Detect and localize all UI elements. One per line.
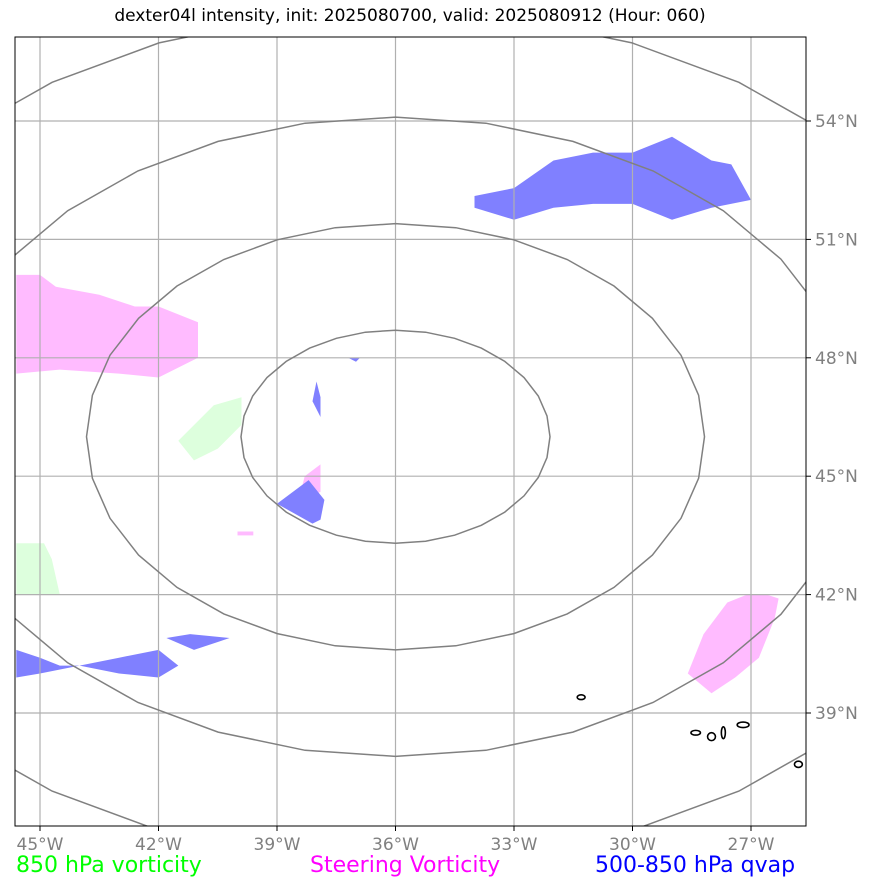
- contour-5: [793, 760, 804, 769]
- field-500-850-hpa-qvap-3: [277, 480, 325, 524]
- shaded-fields: [16, 136, 779, 694]
- x-axis-ticks: 45°W 42°W 39°W 36°W 33°W 30°W 27°W: [17, 826, 775, 855]
- legend-850-vorticity: 850 hPa vorticity: [16, 853, 202, 878]
- plot-frame: [14, 36, 807, 827]
- contour-3: [720, 726, 727, 740]
- range-ring-1: [85, 222, 706, 651]
- range-rings: [15, 37, 806, 826]
- x-tick-label: 39°W: [254, 835, 301, 855]
- field-steering-vorticity-0: [16, 274, 198, 378]
- x-tick-label: 33°W: [491, 835, 538, 855]
- field-500-850-hpa-qvap-2: [348, 357, 360, 362]
- contour-0: [576, 694, 586, 701]
- field-500-850-hpa-qvap-4: [166, 634, 230, 650]
- field-steering-vorticity-3: [237, 531, 254, 536]
- y-tick-label: 51°N: [815, 230, 858, 250]
- y-tick-label: 39°N: [815, 704, 858, 724]
- field-500-850-hpa-qvap-5: [16, 649, 179, 678]
- range-ring-2: [15, 116, 806, 758]
- y-axis-ticks: 54°N 51°N 48°N 45°N 42°N 39°N: [806, 112, 858, 724]
- field-500-850-hpa-qvap-0: [474, 136, 751, 220]
- x-tick-label: 30°W: [609, 835, 656, 855]
- range-ring-0: [240, 329, 551, 545]
- range-ring-3: [15, 37, 806, 826]
- y-tick-label: 54°N: [815, 112, 858, 132]
- contour-2: [706, 731, 717, 742]
- field-500-850-hpa-qvap-1: [312, 381, 321, 417]
- x-tick-label: 36°W: [372, 835, 419, 855]
- black-contours: [576, 694, 804, 769]
- legend-qvap: 500-850 hPa qvap: [595, 853, 796, 878]
- x-tick-label: 27°W: [728, 835, 775, 855]
- contour-1: [690, 729, 702, 736]
- legend-steering-vorticity: Steering Vorticity: [310, 853, 501, 878]
- lat-lon-gridlines: [15, 37, 806, 826]
- chart-title: dexter04l intensity, init: 2025080700, v…: [114, 6, 706, 26]
- field-steering-vorticity-2: [687, 594, 779, 694]
- field-850-hpa-vorticity-1: [16, 543, 60, 595]
- field-850-hpa-vorticity-0: [178, 397, 242, 461]
- x-tick-label: 42°W: [135, 835, 182, 855]
- y-tick-label: 45°N: [815, 467, 858, 487]
- y-tick-label: 48°N: [815, 349, 858, 369]
- y-tick-label: 42°N: [815, 586, 858, 606]
- x-tick-label: 45°W: [17, 835, 64, 855]
- contour-4: [736, 721, 750, 729]
